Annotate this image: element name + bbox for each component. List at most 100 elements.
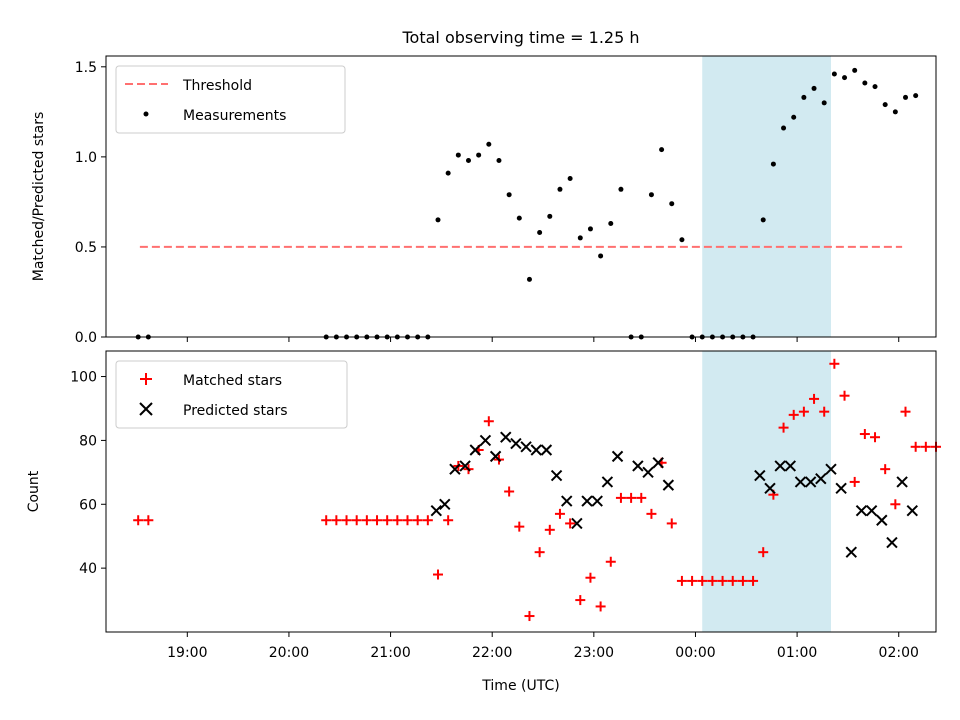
measurement-point xyxy=(435,217,441,223)
matched-star-point xyxy=(646,508,657,519)
predicted-star-point xyxy=(581,495,593,507)
predicted-star-point xyxy=(561,495,573,507)
matched-star-point xyxy=(737,575,748,586)
matched-star-point xyxy=(402,515,413,526)
matched-star-point xyxy=(483,416,494,427)
predicted-star-point xyxy=(764,482,776,495)
measurement-point xyxy=(547,213,553,219)
plot-frame xyxy=(105,55,937,338)
y-tick-label: 60 xyxy=(79,497,97,513)
predicted-star-point xyxy=(754,469,766,482)
measurement-point xyxy=(577,235,583,241)
matched-star-point xyxy=(819,406,830,417)
matched-star-point xyxy=(778,422,789,433)
matched-star-point xyxy=(544,524,555,535)
legend-threshold-label: Threshold xyxy=(182,78,252,94)
matched-star-point xyxy=(504,486,515,497)
measurement-point xyxy=(760,217,766,223)
plot-frame xyxy=(105,350,937,633)
matched-star-point xyxy=(748,575,759,586)
measurement-point xyxy=(811,85,817,91)
legend-measurement-marker xyxy=(143,111,149,117)
ratio-panel: 0.0 0.5 1.0 1.5 Matched/Predicted stars Thr… xyxy=(31,55,937,346)
predicted-star-point xyxy=(430,504,443,517)
matched-star-point xyxy=(372,515,383,526)
measurement-point xyxy=(465,157,471,163)
measurement-point xyxy=(455,152,461,158)
predicted-star-point xyxy=(459,460,471,472)
predicted-star-point xyxy=(794,476,807,488)
matched-star-point xyxy=(143,515,154,526)
measurement-point xyxy=(669,201,675,207)
x-tick-label: 23:00 xyxy=(574,645,614,661)
y-axis-ticks: 40 60 80 100 xyxy=(70,370,106,577)
predicted-star-point xyxy=(642,466,654,479)
count-points xyxy=(133,358,941,622)
matched-star-point xyxy=(392,515,403,526)
x-tick-label: 00:00 xyxy=(675,645,715,661)
measurement-point xyxy=(882,102,888,108)
predicted-star-point xyxy=(500,431,512,443)
matched-star-point xyxy=(697,575,708,586)
predicted-star-point xyxy=(520,441,532,453)
matched-star-point xyxy=(341,515,352,526)
matched-star-point xyxy=(666,518,677,529)
count-panel: 40 60 80 100 19:00 20:00 21:00 22:00 23:00 00:00… xyxy=(26,350,941,694)
measurement-point xyxy=(821,100,827,106)
predicted-star-point xyxy=(804,476,817,488)
predicted-star-point xyxy=(540,444,553,456)
measurement-point xyxy=(496,157,502,163)
observing-window xyxy=(702,56,831,337)
predicted-star-point xyxy=(530,444,542,456)
matched-star-point xyxy=(636,492,647,503)
measurement-point xyxy=(679,237,685,243)
predicted-star-point xyxy=(601,476,614,488)
matched-star-point xyxy=(321,515,332,526)
predicted-star-point xyxy=(784,460,797,472)
legend-matched-marker xyxy=(140,373,152,385)
predicted-star-point xyxy=(815,473,827,485)
matched-star-point xyxy=(534,547,545,558)
measurement-point xyxy=(872,84,878,90)
predicted-star-point xyxy=(489,450,502,463)
matched-star-point xyxy=(829,358,840,369)
x-tick-label: 02:00 xyxy=(879,645,919,661)
matched-star-point xyxy=(788,409,799,420)
predicted-star-point xyxy=(550,469,563,482)
matched-star-point xyxy=(707,575,718,586)
matched-star-point xyxy=(849,476,860,487)
matched-star-point xyxy=(524,611,535,622)
predicted-star-point xyxy=(896,476,908,488)
matched-star-point xyxy=(565,518,576,529)
matched-star-point xyxy=(676,575,687,586)
x-tick-label: 19:00 xyxy=(167,645,207,661)
matched-star-point xyxy=(717,575,728,586)
measurement-point xyxy=(852,67,858,73)
y-tick-label: 100 xyxy=(70,370,97,386)
predicted-star-point xyxy=(469,444,481,456)
measurement-point xyxy=(618,186,624,192)
legend-frame xyxy=(115,360,348,429)
matched-star-point xyxy=(133,515,144,526)
measurement-point xyxy=(831,71,837,77)
matched-star-point xyxy=(727,575,738,586)
x-tick-label: 20:00 xyxy=(269,645,309,661)
measurement-point xyxy=(516,215,522,221)
predicted-star-point xyxy=(479,434,492,447)
predicted-star-point xyxy=(652,457,664,469)
predicted-star-point xyxy=(876,514,888,526)
y-axis-label: Count xyxy=(26,470,42,512)
x-axis-label: Time (UTC) xyxy=(481,678,559,694)
matched-star-point xyxy=(615,492,626,503)
measurement-point xyxy=(598,253,604,259)
measurement-point xyxy=(903,94,909,100)
y-tick-label: 1.5 xyxy=(75,60,97,76)
measurement-point xyxy=(913,93,919,99)
figure-title: Total observing time = 1.25 h xyxy=(401,28,639,47)
matched-star-point xyxy=(422,515,433,526)
predicted-star-point xyxy=(886,536,898,549)
matched-star-point xyxy=(920,441,931,452)
y-tick-label: 0.0 xyxy=(75,330,97,346)
predicted-star-point xyxy=(774,460,786,472)
